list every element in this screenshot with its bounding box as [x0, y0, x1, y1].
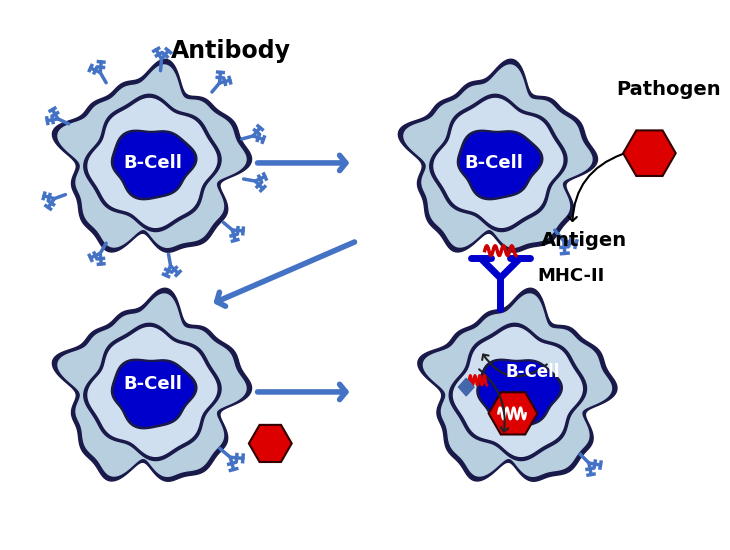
Polygon shape — [477, 359, 562, 428]
Polygon shape — [112, 359, 197, 428]
Text: MHC-II: MHC-II — [537, 267, 604, 285]
Text: Pathogen: Pathogen — [617, 80, 721, 100]
Polygon shape — [115, 361, 193, 426]
Polygon shape — [53, 59, 252, 252]
Text: B-Cell: B-Cell — [123, 375, 182, 393]
Polygon shape — [404, 65, 592, 248]
Polygon shape — [88, 98, 217, 227]
Polygon shape — [458, 378, 474, 396]
Polygon shape — [112, 130, 197, 200]
Polygon shape — [430, 94, 567, 232]
Text: Antibody: Antibody — [170, 39, 291, 63]
Polygon shape — [249, 425, 292, 462]
Polygon shape — [399, 59, 598, 252]
Polygon shape — [461, 133, 539, 197]
Polygon shape — [480, 361, 559, 426]
Polygon shape — [623, 130, 676, 176]
Polygon shape — [115, 133, 193, 197]
Polygon shape — [58, 294, 246, 476]
Polygon shape — [458, 130, 543, 200]
Polygon shape — [449, 323, 586, 460]
Polygon shape — [53, 288, 252, 481]
Text: Antigen: Antigen — [541, 232, 627, 250]
Polygon shape — [88, 328, 217, 456]
Text: B-Cell: B-Cell — [464, 154, 523, 172]
Polygon shape — [84, 94, 221, 232]
Polygon shape — [453, 328, 583, 456]
Polygon shape — [423, 294, 612, 476]
Polygon shape — [418, 288, 617, 481]
Polygon shape — [434, 98, 563, 227]
Polygon shape — [488, 392, 537, 434]
Text: B-Cell: B-Cell — [505, 364, 560, 382]
Polygon shape — [58, 65, 246, 248]
Polygon shape — [84, 323, 221, 460]
Text: B-Cell: B-Cell — [123, 154, 182, 172]
